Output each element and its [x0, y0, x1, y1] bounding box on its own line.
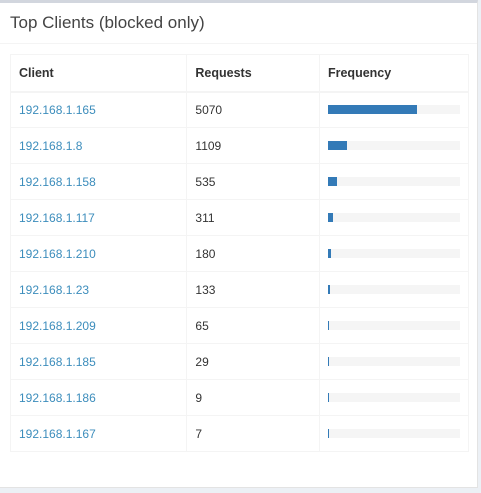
column-header-requests[interactable]: Requests [186, 54, 320, 93]
client-link[interactable]: 192.168.1.209 [19, 318, 96, 333]
table-row: 192.168.1.210 180 [9, 235, 470, 272]
client-link[interactable]: 192.168.1.117 [19, 210, 95, 225]
client-link[interactable]: 192.168.1.210 [19, 246, 96, 261]
client-link[interactable]: 192.168.1.8 [19, 138, 83, 153]
table-row: 192.168.1.23 133 [9, 271, 470, 308]
frequency-bar-track [327, 141, 460, 150]
table-row: 192.168.1.167 7 [9, 415, 470, 452]
table-row: 192.168.1.158 535 [9, 163, 470, 200]
frequency-bar-track [327, 393, 460, 402]
frequency-bar-fill [327, 249, 332, 258]
frequency-cell [318, 379, 470, 416]
frequency-bar-fill [327, 285, 331, 294]
client-cell: 192.168.1.165 [9, 91, 188, 128]
frequency-cell [318, 415, 470, 452]
client-link[interactable]: 192.168.1.186 [19, 390, 96, 405]
panel-title: Top Clients (blocked only) [10, 13, 205, 32]
frequency-bar-fill [327, 177, 338, 186]
client-cell: 192.168.1.167 [9, 415, 188, 452]
client-cell: 192.168.1.8 [9, 127, 188, 164]
client-link[interactable]: 192.168.1.165 [19, 102, 96, 117]
requests-cell: 65 [186, 307, 320, 344]
client-link[interactable]: 192.168.1.167 [19, 426, 96, 441]
table-header-row: Client Requests Frequency [9, 54, 470, 93]
requests-cell: 5070 [186, 91, 320, 128]
table-body: 192.168.1.165 5070 192.168.1.8 1109 192.168.… [9, 91, 470, 452]
column-header-client[interactable]: Client [9, 54, 188, 93]
frequency-bar-fill [327, 105, 417, 115]
frequency-bar-track [327, 105, 460, 115]
requests-cell: 1109 [186, 127, 320, 164]
frequency-cell [318, 343, 470, 380]
client-cell: 192.168.1.185 [9, 343, 188, 380]
client-cell: 192.168.1.117 [9, 199, 188, 236]
table-row: 192.168.1.185 29 [9, 343, 470, 380]
client-cell: 192.168.1.210 [9, 235, 188, 272]
table-row: 192.168.1.117 311 [9, 199, 470, 236]
frequency-cell [318, 271, 470, 308]
client-cell: 192.168.1.158 [9, 163, 188, 200]
requests-cell: 180 [186, 235, 320, 272]
frequency-bar-fill [327, 357, 329, 366]
client-cell: 192.168.1.209 [9, 307, 188, 344]
frequency-bar-fill [327, 213, 334, 222]
frequency-bar-track [327, 285, 460, 294]
frequency-bar-fill [327, 321, 330, 330]
table-row: 192.168.1.8 1109 [9, 127, 470, 164]
frequency-bar-track [327, 429, 460, 438]
column-header-frequency[interactable]: Frequency [318, 54, 470, 93]
requests-cell: 7 [186, 415, 320, 452]
requests-cell: 311 [186, 199, 320, 236]
frequency-bar-track [327, 177, 460, 186]
client-link[interactable]: 192.168.1.23 [19, 282, 90, 297]
frequency-bar-track [327, 213, 460, 222]
panel-header: Top Clients (blocked only) [0, 3, 477, 44]
frequency-bar-track [327, 357, 460, 366]
frequency-bar-track [327, 321, 460, 330]
frequency-cell [318, 235, 470, 272]
frequency-cell [318, 199, 470, 236]
frequency-cell [318, 307, 470, 344]
table-row: 192.168.1.209 65 [9, 307, 470, 344]
frequency-bar-track [327, 249, 460, 258]
requests-cell: 535 [186, 163, 320, 200]
table-row: 192.168.1.186 9 [9, 379, 470, 416]
panel-body: Client Requests Frequency 192.168.1.165 5… [0, 44, 477, 462]
table-row: 192.168.1.165 5070 [9, 91, 470, 128]
frequency-cell [318, 163, 470, 200]
requests-cell: 9 [186, 379, 320, 416]
requests-cell: 133 [186, 271, 320, 308]
frequency-bar-fill [327, 141, 348, 150]
clients-table: Client Requests Frequency 192.168.1.165 5… [9, 54, 470, 452]
frequency-cell [318, 127, 470, 164]
client-link[interactable]: 192.168.1.158 [19, 174, 96, 189]
client-cell: 192.168.1.23 [9, 271, 188, 308]
client-cell: 192.168.1.186 [9, 379, 188, 416]
frequency-cell [318, 91, 470, 128]
client-link[interactable]: 192.168.1.185 [19, 354, 96, 369]
requests-cell: 29 [186, 343, 320, 380]
